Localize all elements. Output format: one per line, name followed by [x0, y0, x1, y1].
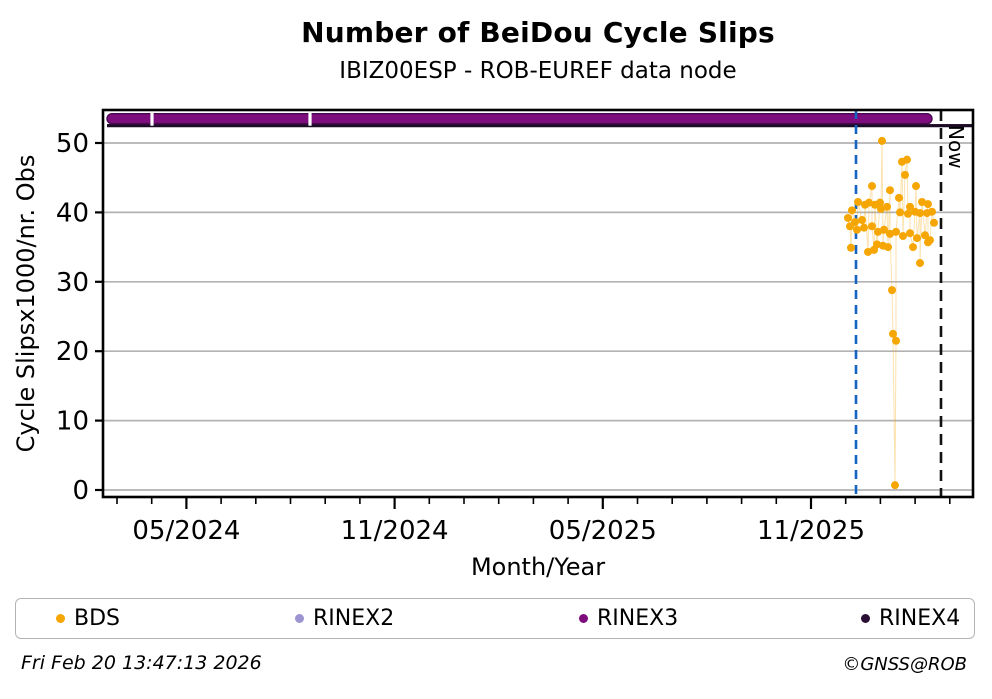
rinex3-gap: [308, 111, 312, 126]
bds-point: [868, 222, 876, 231]
y-tick-label: 30: [56, 268, 89, 298]
bds-point: [901, 170, 909, 179]
x-tick-label: 05/2024: [132, 516, 240, 546]
rinex3-line: [106, 113, 933, 125]
bds-point: [858, 216, 866, 225]
bds-point: [844, 213, 852, 222]
y-tick-label: 20: [56, 337, 89, 367]
legend-label: RINEX2: [313, 605, 395, 631]
bds-point: [896, 208, 904, 217]
x-tick-label: 05/2025: [549, 516, 657, 546]
bds-point: [877, 204, 885, 213]
legend-item-rinex2: RINEX2: [295, 599, 394, 638]
bds-point: [884, 243, 892, 252]
plot-timestamp: Fri Feb 20 13:47:13 2026: [21, 652, 262, 674]
y-tick-label: 40: [56, 198, 89, 228]
bds-point: [880, 225, 888, 234]
bds-point: [899, 231, 907, 240]
bds-point: [851, 218, 859, 227]
bds-point: [891, 481, 899, 490]
bds-point: [873, 240, 881, 249]
bds-point: [906, 229, 914, 238]
bds-point: [928, 207, 936, 216]
page-title: Number of BeiDou Cycle Slips: [301, 16, 775, 49]
bds-point: [876, 198, 884, 207]
bds-point: [865, 198, 873, 207]
bds-point: [895, 193, 903, 202]
bds-point: [886, 229, 894, 238]
bds-point: [904, 209, 912, 218]
y-tick-label: 10: [56, 407, 89, 437]
bds-point: [878, 136, 886, 145]
legend-label: BDS: [74, 605, 120, 631]
x-axis-title: Month/Year: [471, 553, 605, 581]
bds-point: [903, 155, 911, 164]
chart-area: Now 0 10 20 30 40 50 05/2024 11/2024 05/2025 11/20…: [12, 108, 975, 581]
chart-svg: Now 0 10 20 30 40 50 05/2024 11/2024 05/2025 11/20…: [12, 108, 975, 581]
y-gridlines: [103, 142, 973, 491]
bds-point: [892, 227, 900, 236]
bds-point: [921, 231, 929, 240]
legend-item-bds: BDS: [56, 599, 120, 638]
bds-point: [847, 243, 855, 252]
rinex4-line: [107, 124, 972, 128]
rinex2-marker-icon: [295, 614, 304, 623]
y-tick-label: 0: [72, 476, 89, 506]
bds-point: [864, 247, 872, 256]
chart-legend: BDS RINEX2 RINEX3 RINEX4: [15, 598, 975, 639]
legend-item-rinex4: RINEX4: [861, 599, 960, 638]
rinex3-gap: [150, 111, 154, 126]
bds-point: [913, 234, 921, 243]
bds-point: [868, 182, 876, 191]
bds-marker-icon: [56, 614, 65, 623]
credit-watermark: ©GNSS@ROB: [842, 654, 967, 675]
bds-point: [860, 223, 868, 232]
x-axis-ticks: 05/2024 11/2024 05/2025 11/2025: [116, 497, 951, 546]
bds-point: [886, 186, 894, 195]
legend-label: RINEX4: [879, 605, 961, 631]
bds-point: [854, 197, 862, 206]
bds-point: [916, 259, 924, 268]
legend-label: RINEX3: [597, 605, 679, 631]
x-tick-label: 11/2025: [757, 516, 865, 546]
bds-point: [912, 182, 920, 191]
rinex4-marker-icon: [861, 614, 870, 623]
bds-point: [853, 225, 861, 234]
y-axis-ticks: 0 10 20 30 40 50: [56, 129, 103, 506]
bds-point: [848, 206, 856, 215]
x-tick-label: 11/2024: [341, 516, 449, 546]
rinex3-marker-icon: [579, 614, 588, 623]
bds-point: [883, 202, 891, 211]
bds-point: [874, 227, 882, 236]
bds-point: [888, 286, 896, 295]
plot-border: [101, 108, 975, 499]
bds-point: [906, 202, 914, 211]
bds-point: [926, 236, 934, 245]
bds-point: [918, 197, 926, 206]
bds-point: [889, 329, 897, 338]
bds-point: [892, 336, 900, 345]
legend-item-rinex3: RINEX3: [579, 599, 678, 638]
bds-point: [909, 243, 917, 252]
y-axis-title: Cycle Slipsx1000/nr. Obs: [12, 155, 40, 453]
bds-point: [930, 218, 938, 227]
bds-point: [916, 209, 924, 218]
now-label: Now: [944, 125, 968, 169]
y-tick-label: 50: [56, 129, 89, 159]
page-subtitle: IBIZ00ESP - ROB-EUREF data node: [339, 58, 737, 84]
bds-point: [924, 200, 932, 209]
bds-series: [844, 136, 938, 490]
